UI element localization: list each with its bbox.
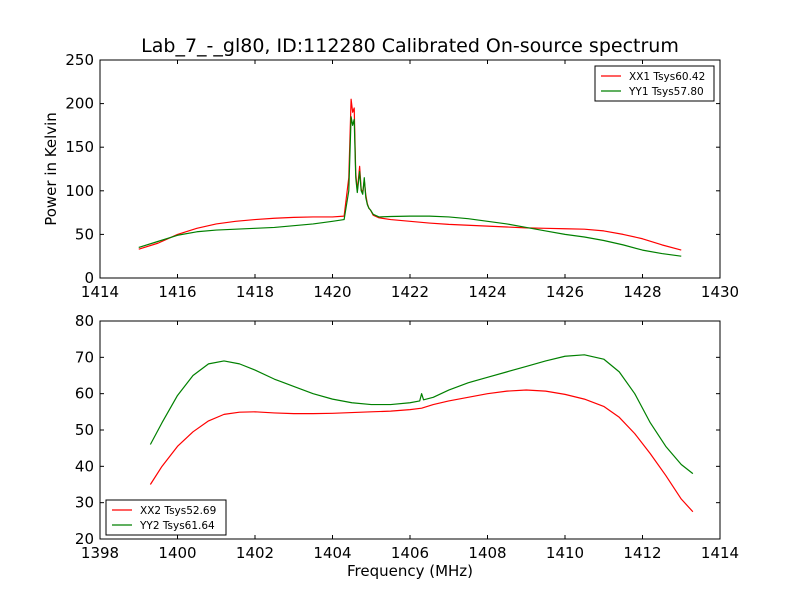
series-line-2-1	[149, 389, 694, 513]
y-tick-label: 80	[75, 312, 94, 330]
x-tick-label: 1398	[81, 544, 119, 562]
x-tick-label: 1414	[81, 283, 119, 301]
y-tick-label: 50	[75, 421, 94, 439]
y-tick-label: 150	[65, 138, 94, 156]
y-tick-label: 200	[65, 95, 94, 113]
x-tick-label: 1414	[701, 544, 739, 562]
chart-panel-2: 1398 1400 1402 1404 1406 1408 1410 1412 1414 20 30…	[75, 312, 739, 580]
x-tick-label: 1422	[391, 283, 429, 301]
y-tick-label: 50	[75, 225, 94, 243]
y-tick-label: 40	[75, 457, 94, 475]
x-tick-label: 1400	[158, 544, 196, 562]
x-tick-label: 1430	[701, 283, 739, 301]
x-tick-label: 1426	[546, 283, 584, 301]
x-tick-label: 1410	[546, 544, 584, 562]
legend: XX1 Tsys60.42 YY1 Tsys57.80	[594, 65, 715, 102]
x-tick-label: 1406	[391, 544, 429, 562]
x-tick-label: 1418	[236, 283, 274, 301]
y-tick-label: 100	[65, 182, 94, 200]
x-tick-label: 1404	[313, 544, 351, 562]
x-tick-label: 1408	[468, 544, 506, 562]
y-tick-label: 30	[75, 494, 94, 512]
figure-title: Lab_7_-_gl80, ID:112280 Calibrated On-so…	[141, 35, 679, 57]
y-tick-label: 0	[84, 269, 94, 287]
legend-box	[594, 65, 715, 102]
legend-box	[105, 499, 227, 536]
series-line-2-2	[149, 354, 694, 475]
x-tick-label: 1412	[623, 544, 661, 562]
x-axis-label: Frequency (MHz)	[347, 562, 473, 580]
series-line-1-2	[138, 116, 682, 257]
legend: XX2 Tsys52.69 YY2 Tsys61.64	[105, 499, 227, 536]
series-line-1-1	[138, 98, 682, 251]
legend-label: YY2 Tsys61.64	[139, 520, 215, 532]
x-tick-label: 1428	[623, 283, 661, 301]
y-tick-label: 250	[65, 51, 94, 69]
x-tick-label: 1424	[468, 283, 506, 301]
y-axis-label: Power in Kelvin	[42, 112, 60, 226]
chart-panel-1: 1414 1416 1418 1420 1422 1424 1426 1428 1430 0 50 1…	[42, 51, 739, 301]
legend-label: YY1 Tsys57.80	[628, 86, 704, 98]
x-tick-label: 1402	[236, 544, 274, 562]
x-tick-label: 1416	[158, 283, 196, 301]
legend-label: XX1 Tsys60.42	[629, 71, 705, 83]
legend-label: XX2 Tsys52.69	[140, 505, 216, 517]
y-tick-label: 20	[75, 530, 94, 548]
x-tick-label: 1420	[313, 283, 351, 301]
y-tick-label: 60	[75, 385, 94, 403]
y-tick-label: 70	[75, 348, 94, 366]
